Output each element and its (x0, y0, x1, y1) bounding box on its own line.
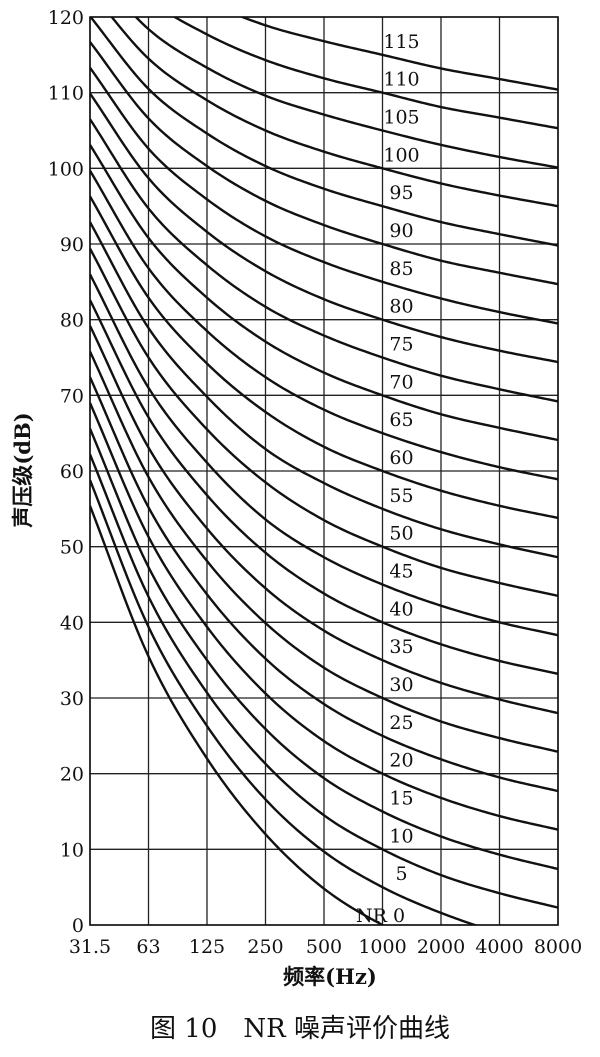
y-tick-label: 90 (60, 234, 84, 256)
axes: 0 10 20 30 40 50 60 70 80 90 100 110 120 31.5 63 125 250… (48, 7, 582, 958)
nr-curve-5 (90, 479, 479, 925)
nr-curve-40 (90, 299, 558, 675)
nr-curve-55 (90, 221, 558, 559)
nr-curve-0 (90, 505, 386, 925)
nr-curve-100 (110, 17, 558, 208)
curve-label-60: 60 (389, 447, 413, 469)
y-tick-label: 80 (60, 310, 84, 332)
curve-label-5: 5 (395, 863, 407, 885)
curve-labels: NR 0 5 10 15 20 25 30 35 40 45 50 55 60 65 70 75 80 85 90 9… (356, 31, 420, 927)
curve-label-90: 90 (389, 220, 413, 242)
nr-curve-90 (90, 41, 558, 286)
nr-curve-60 (90, 195, 558, 520)
curve-label-70: 70 (389, 371, 413, 393)
curve-label-110: 110 (383, 69, 419, 91)
nr-curve-15 (90, 428, 558, 871)
nr-chart-svg: NR 0 5 10 15 20 25 30 35 40 45 50 55 60 65 70 75 80 85 90 9… (10, 7, 582, 989)
y-tick-label: 110 (48, 83, 84, 105)
nr-curve-20 (90, 402, 558, 831)
nr-curve-115 (238, 17, 558, 91)
curve-label-100: 100 (383, 144, 419, 166)
nr-curve-50 (90, 247, 558, 598)
nr-curve-25 (90, 376, 558, 793)
y-tick-label: 0 (72, 915, 84, 937)
nr-curve-85 (90, 67, 558, 325)
nr-curves (90, 17, 558, 925)
curve-label-0: NR 0 (356, 905, 405, 927)
x-tick-label: 1000 (358, 936, 406, 958)
nr-curve-80 (90, 92, 558, 364)
curve-label-80: 80 (389, 296, 413, 318)
nr-curve-65 (90, 169, 558, 481)
plot-frame (89, 16, 559, 926)
curve-label-55: 55 (389, 485, 413, 507)
nr-curve-35 (90, 325, 558, 715)
x-tick-label: 8000 (534, 936, 582, 958)
x-tick-label: 63 (136, 936, 160, 958)
curve-label-30: 30 (389, 674, 413, 696)
x-tick-label: 500 (306, 936, 342, 958)
x-tick-label: 250 (247, 936, 283, 958)
curve-label-10: 10 (389, 825, 413, 847)
curve-label-115: 115 (383, 31, 419, 53)
y-tick-label: 60 (60, 461, 84, 483)
x-axis-label: 频率(Hz) (283, 964, 377, 989)
y-axis-label: 声压级(dB) (10, 412, 35, 528)
x-tick-label: 2000 (417, 936, 465, 958)
curve-label-65: 65 (389, 409, 413, 431)
nr-curve-10 (90, 453, 558, 909)
curve-label-95: 95 (389, 182, 413, 204)
nr-curve-30 (90, 350, 558, 753)
curve-label-20: 20 (389, 750, 413, 772)
y-tick-label: 50 (60, 537, 84, 559)
nr-curve-45 (90, 273, 558, 637)
curve-label-25: 25 (389, 712, 413, 734)
curve-label-40: 40 (389, 598, 413, 620)
nr-curve-95 (90, 17, 558, 247)
curve-label-85: 85 (389, 258, 413, 280)
curve-label-50: 50 (389, 523, 413, 545)
x-tick-label: 125 (189, 936, 225, 958)
curve-label-75: 75 (389, 334, 413, 356)
nr-curve-75 (90, 118, 558, 403)
figure-caption: 图 10 NR 噪声评价曲线 (150, 1014, 450, 1044)
curve-label-35: 35 (389, 636, 413, 658)
curve-label-45: 45 (389, 561, 413, 583)
y-tick-label: 10 (60, 839, 84, 861)
x-tick-label: 31.5 (69, 936, 111, 958)
nr-curve-110 (172, 17, 558, 130)
curve-label-105: 105 (383, 107, 419, 129)
nr-curve-105 (134, 17, 558, 169)
nr-curve-70 (90, 144, 558, 442)
x-tick-label: 4000 (475, 936, 523, 958)
y-tick-label: 100 (48, 158, 84, 180)
y-tick-label: 20 (60, 764, 84, 786)
curve-label-15: 15 (389, 788, 413, 810)
y-tick-label: 30 (60, 688, 84, 710)
y-tick-label: 70 (60, 385, 84, 407)
y-tick-label: 120 (48, 7, 84, 29)
plot-border (89, 16, 559, 926)
y-tick-label: 40 (60, 612, 84, 634)
grid-lines (89, 16, 559, 926)
